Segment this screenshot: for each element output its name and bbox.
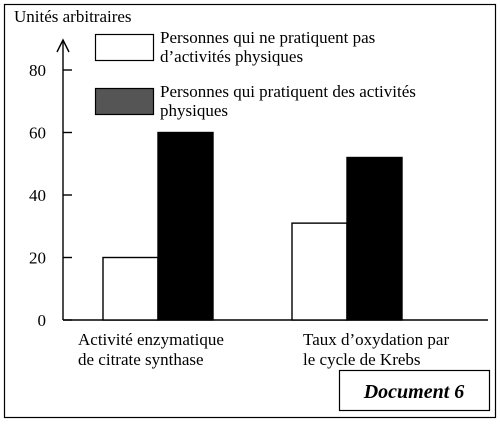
legend-label: physiques xyxy=(160,101,228,120)
legend-label: d’activités physiques xyxy=(160,47,303,66)
x-category-label: Taux d’oxydation par xyxy=(303,330,449,349)
legend-label: Personnes qui pratiquent des activités xyxy=(160,82,416,101)
y-axis-label: Unités arbitraires xyxy=(14,7,132,26)
y-tick-label: 20 xyxy=(29,249,46,268)
y-tick-label: 0 xyxy=(38,311,47,330)
figure-frame xyxy=(3,3,497,419)
bar-active-0 xyxy=(157,131,214,321)
legend-label: Personnes qui ne pratiquent pas xyxy=(160,28,375,47)
x-category-label: de citrate synthase xyxy=(78,350,204,369)
bar-active-1 xyxy=(346,156,403,321)
x-category-label: Activité enzymatique xyxy=(78,330,224,349)
y-tick-label: 60 xyxy=(29,124,46,143)
legend-swatch-sedentary xyxy=(94,33,155,62)
legend-swatch-active xyxy=(94,87,155,116)
document-label: Document 6 xyxy=(363,381,465,403)
document-label-box xyxy=(338,369,491,412)
y-axis-arrow-icon xyxy=(56,38,70,53)
bar-sedentary-1 xyxy=(291,222,348,321)
x-category-label: le cycle de Krebs xyxy=(303,350,421,369)
y-tick-label: 40 xyxy=(29,186,46,205)
bar-sedentary-0 xyxy=(102,256,159,321)
y-tick-label: 80 xyxy=(29,61,46,80)
